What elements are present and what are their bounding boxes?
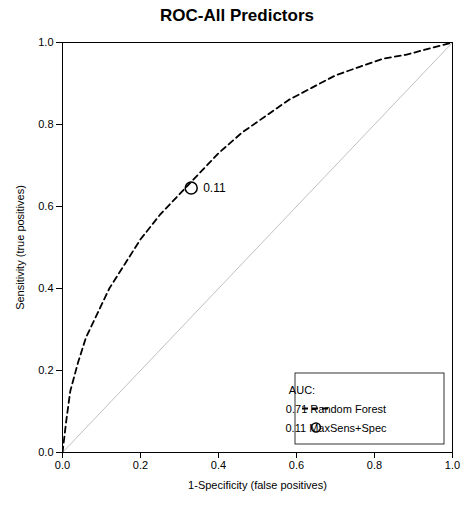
svg-text:0.6: 0.6 <box>38 200 53 212</box>
svg-text:Sensitivity (true positives): Sensitivity (true positives) <box>14 185 26 310</box>
svg-text:0.0: 0.0 <box>38 446 53 458</box>
svg-text:1.0: 1.0 <box>445 459 460 471</box>
svg-text:0.4: 0.4 <box>38 282 53 294</box>
svg-text:0.4: 0.4 <box>211 459 226 471</box>
svg-text:0.71 Random Forest: 0.71 Random Forest <box>286 403 386 415</box>
svg-text:0.11: 0.11 <box>203 181 226 195</box>
svg-text:0.2: 0.2 <box>38 364 53 376</box>
svg-text:0.0: 0.0 <box>55 459 70 471</box>
svg-text:0.11 MaxSens+Spec: 0.11 MaxSens+Spec <box>286 422 387 434</box>
html-text:ROC-All Predictors: ROC-All Predictors <box>160 6 314 25</box>
svg-text:0.2: 0.2 <box>133 459 148 471</box>
svg-text:AUC:: AUC: <box>289 384 315 396</box>
svg-text:1-Specificity (false positives: 1-Specificity (false positives) <box>188 479 327 491</box>
svg-text:0.6: 0.6 <box>289 459 304 471</box>
svg-text:0.8: 0.8 <box>38 118 53 130</box>
svg-text:0.8: 0.8 <box>367 459 382 471</box>
svg-text:1.0: 1.0 <box>38 36 53 48</box>
